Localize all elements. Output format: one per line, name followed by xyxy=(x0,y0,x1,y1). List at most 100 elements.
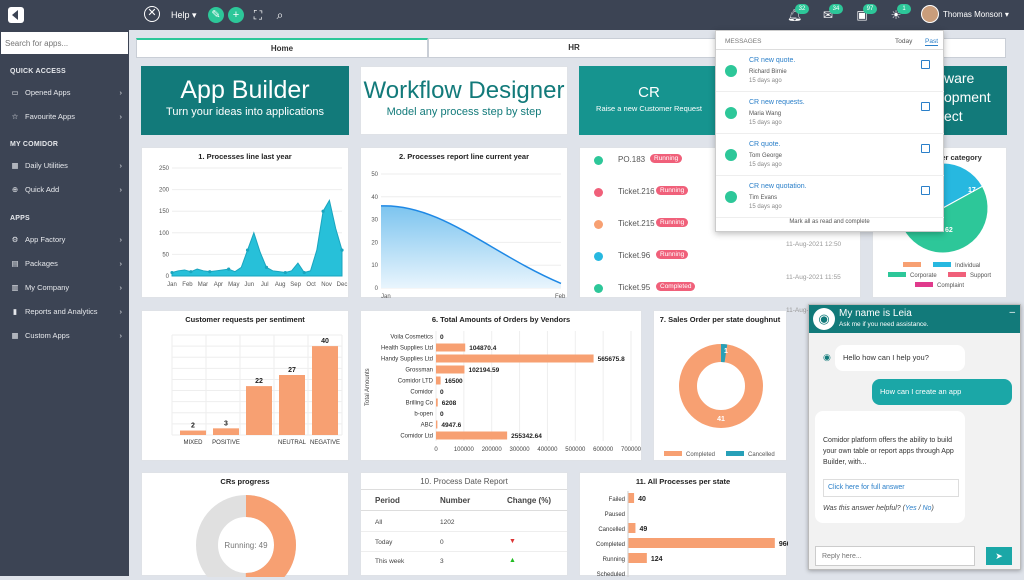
software-tile-line-2: opment xyxy=(944,89,991,105)
y-tick-label: Comidor xyxy=(410,390,433,396)
ticket-row[interactable]: Ticket.95 Completed xyxy=(580,279,860,307)
app-builder-tile[interactable]: App Builder Turn your ideas into applica… xyxy=(141,66,349,135)
mark-read-icon[interactable] xyxy=(921,60,930,69)
ticket-row[interactable]: Ticket.216 Running xyxy=(580,183,860,211)
sidebar-item-label: App Factory xyxy=(25,235,66,244)
chevron-right-icon: › xyxy=(119,331,123,340)
bar xyxy=(180,430,206,435)
data-point xyxy=(264,265,269,269)
sidebar-item-daily-utilities[interactable]: ▦ Daily Utilities › xyxy=(10,160,122,172)
table-cell: This week xyxy=(375,558,405,565)
bar-chart-6: 0 100000 200000 300000 400000 500000 600000 700… xyxy=(365,331,642,453)
y-tick-label: Running xyxy=(603,557,625,563)
chat-reply-input[interactable] xyxy=(815,546,975,566)
sidebar-item-packages[interactable]: ▤ Packages › xyxy=(10,258,122,270)
series-line xyxy=(380,205,562,285)
sidebar-item-label: Custom Apps xyxy=(25,331,70,340)
message-sender: Richard Birnie xyxy=(749,69,787,75)
mark-read-icon[interactable] xyxy=(921,102,930,111)
message-date: 15 days ago xyxy=(749,120,782,126)
avatar[interactable] xyxy=(921,5,939,23)
help-menu[interactable]: Help ▾ xyxy=(171,10,197,20)
edit-icon[interactable]: ✎ xyxy=(208,7,224,23)
workflow-designer-subtitle: Model any process step by step xyxy=(386,106,542,118)
fullscreen-icon[interactable]: ⛶ xyxy=(253,8,263,22)
status-dot-icon xyxy=(594,188,603,197)
data-point xyxy=(245,248,250,252)
x-tick-label: Dec xyxy=(337,282,348,288)
bar-value-label: 565675.8 xyxy=(598,356,625,363)
sidebar-item-my-company[interactable]: ▥ My Company › xyxy=(10,282,122,294)
tab-hr[interactable]: HR xyxy=(428,38,720,58)
software-tile[interactable]: ware opment ect xyxy=(943,66,1007,135)
bar-value-label: 40 xyxy=(638,496,646,503)
helpful-yes[interactable]: Yes xyxy=(904,505,917,512)
x-tick-label: 500000 xyxy=(565,447,586,453)
message-sender: Tom George xyxy=(749,153,783,159)
legend-swatch xyxy=(888,272,906,277)
search-apps-input[interactable] xyxy=(1,32,128,54)
y-tick-label: 30 xyxy=(371,218,378,224)
message-item[interactable]: CR quote. Tom George 15 days ago xyxy=(716,134,944,176)
data-point xyxy=(283,270,287,275)
close-icon[interactable]: ✕ xyxy=(144,6,160,22)
message-item[interactable]: CR new quote. Richard Birnie 15 days ago xyxy=(716,50,944,92)
ticket-row[interactable]: Ticket.215 Running xyxy=(580,215,860,243)
message-title: CR new quotation. xyxy=(749,183,807,190)
chart-title: ts per category xyxy=(928,153,982,162)
cr-tile[interactable]: CR Raise a new Customer Request xyxy=(579,66,719,135)
sidebar-item-favourite-apps[interactable]: ☆ Favourite Apps › xyxy=(10,111,122,123)
user-name: Thomas Monson xyxy=(943,10,1003,19)
table-cell: 3 xyxy=(440,558,444,565)
full-answer-link[interactable]: Click here for full answer xyxy=(823,479,959,497)
ticket-row[interactable]: PO.183 Running xyxy=(580,151,860,179)
slice-running xyxy=(196,495,296,580)
mark-read-icon[interactable] xyxy=(921,144,930,153)
sidebar-item-app-factory[interactable]: ⚙ App Factory › xyxy=(10,234,122,246)
bell-badge: 32 xyxy=(795,4,809,14)
sidebar-item-quick-add[interactable]: ⊕ Quick Add › xyxy=(10,184,122,196)
search-icon[interactable]: ⌕ xyxy=(276,8,284,22)
x-tick-label: Sep xyxy=(290,282,301,288)
bar-value-label: 102194.59 xyxy=(468,367,499,374)
send-icon[interactable]: ➤ xyxy=(986,547,1012,565)
chevron-right-icon: › xyxy=(119,235,123,244)
message-item[interactable]: CR new requests. Maria Wang 15 days ago xyxy=(716,92,944,134)
message-item[interactable]: CR new quotation. Tim Evans 15 days ago xyxy=(716,176,944,218)
x-tick-label: Jul xyxy=(261,282,269,288)
status-dot-icon xyxy=(594,252,603,261)
y-tick-label: Brilling Co xyxy=(406,401,434,407)
plus-circle-icon: ⊕ xyxy=(11,185,19,194)
message-title: CR new requests. xyxy=(749,99,805,106)
data-point xyxy=(208,270,212,274)
message-sender: Tim Evans xyxy=(749,195,778,201)
helpful-no[interactable]: No xyxy=(922,505,932,512)
workflow-designer-tile[interactable]: Workflow Designer Model any process step… xyxy=(360,66,568,135)
folder-icon: ▭ xyxy=(11,88,19,97)
helpful-prompt: Was this answer helpful? (Yes / No) xyxy=(823,505,934,512)
messages-tab-past[interactable]: Past xyxy=(925,38,939,46)
sun-icon[interactable]: ☀ xyxy=(890,8,902,22)
data-point xyxy=(340,248,344,252)
comidor-logo-icon[interactable] xyxy=(6,5,26,25)
ticket-row[interactable]: Ticket.96 Running xyxy=(580,247,860,275)
legend-label: Individual xyxy=(955,263,980,269)
sidebar-item-reports[interactable]: ▮ Reports and Analytics › xyxy=(10,306,122,318)
minimize-icon[interactable]: – xyxy=(1009,307,1015,318)
x-tick-label: 400000 xyxy=(537,447,558,453)
doughnut-chart-8: Running: 49 xyxy=(196,495,296,580)
y-tick-label: Paused xyxy=(605,512,625,518)
mark-all-read-link[interactable]: Mark all as read and complete xyxy=(789,219,870,225)
mail-icon[interactable]: ✉ xyxy=(822,8,834,22)
user-menu[interactable]: Thomas Monson ▾ xyxy=(943,10,1009,19)
box-icon[interactable]: ▣ xyxy=(856,8,868,22)
sidebar-item-opened-apps[interactable]: ▭ Opened Apps › xyxy=(10,87,122,99)
sidebar-item-label: Favourite Apps xyxy=(25,112,76,121)
sidebar-item-custom-apps[interactable]: ▦ Custom Apps › xyxy=(10,330,122,342)
messages-tab-today[interactable]: Today xyxy=(895,38,913,45)
tab-home[interactable]: Home xyxy=(136,38,428,58)
bar-value-label: 2 xyxy=(191,423,195,430)
chart-title: 6. Total Amounts of Orders by Vendors xyxy=(431,315,571,324)
mark-read-icon[interactable] xyxy=(921,186,930,195)
add-icon[interactable]: + xyxy=(228,7,244,23)
